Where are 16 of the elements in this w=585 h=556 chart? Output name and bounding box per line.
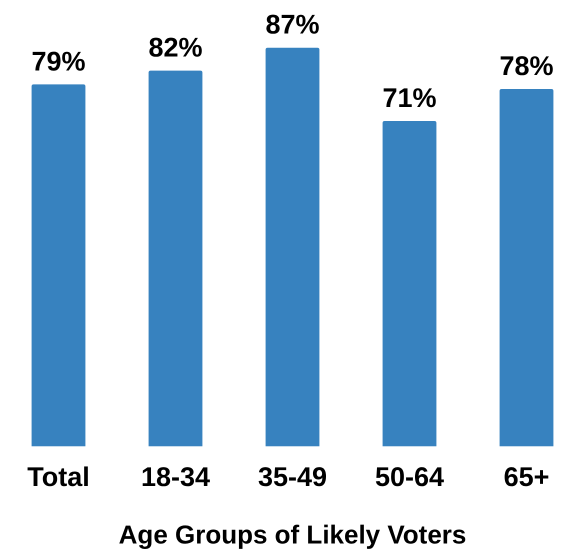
data-label: 71% [382,83,437,114]
x-tick-label: 50-64 [374,462,444,492]
x-tick-label: Total [27,462,90,492]
data-label: 79% [31,46,86,76]
data-label: 82% [148,32,203,63]
bar [500,88,554,446]
data-label: 78% [499,50,554,81]
bar [382,121,436,446]
x-tick-label: 18-34 [140,462,210,492]
bar [32,84,86,446]
data-label: 87% [265,10,320,40]
x-axis-title: Age Groups of Likely Voters [118,520,466,550]
bar [266,48,320,446]
bar [148,70,202,446]
x-tick-label: 35-49 [258,462,328,492]
x-tick-label: 65+ [504,462,550,492]
